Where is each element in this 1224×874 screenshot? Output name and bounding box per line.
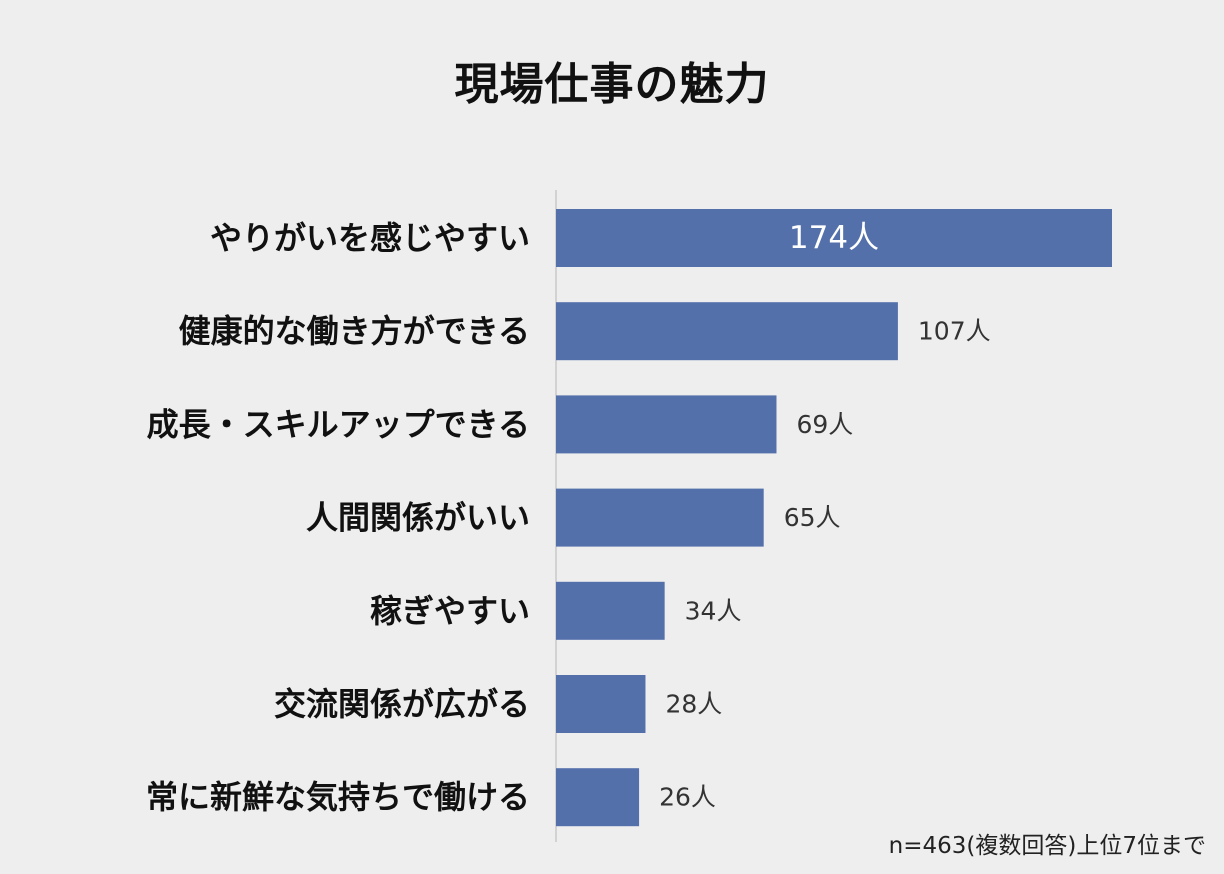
bar-2 xyxy=(556,302,898,361)
bar-7 xyxy=(556,768,640,827)
category-label-7: 常に新鮮な気持ちで働ける xyxy=(146,778,530,816)
chart-note: n=463(複数回答)上位7位まで xyxy=(888,833,1206,859)
value-label-7: 26人 xyxy=(659,783,716,812)
category-label-6: 交流関係が広がる xyxy=(274,685,530,723)
bar-6 xyxy=(556,675,646,733)
bars-layer xyxy=(556,209,1112,827)
bar-5 xyxy=(556,581,665,640)
value-label-4: 65人 xyxy=(784,503,841,532)
value-label-2: 107人 xyxy=(918,317,991,346)
category-label-1: やりがいを感じやすい xyxy=(210,219,530,257)
chart-title: 現場仕事の魅力 xyxy=(454,59,770,110)
bar-3 xyxy=(556,395,777,454)
bar-4 xyxy=(556,488,764,547)
category-label-3: 成長・スキルアップできる xyxy=(147,405,530,443)
category-label-5: 稼ぎやすい xyxy=(370,592,530,630)
category-label-4: 人間関係がいい xyxy=(306,499,530,537)
value-label-3: 69人 xyxy=(796,410,853,439)
value-label-1: 174人 xyxy=(789,220,879,256)
value-label-5: 34人 xyxy=(685,596,742,625)
category-label-2: 健康的な働き方ができる xyxy=(179,312,530,350)
value-label-6: 28人 xyxy=(665,690,722,719)
bar-1 xyxy=(556,209,1112,267)
